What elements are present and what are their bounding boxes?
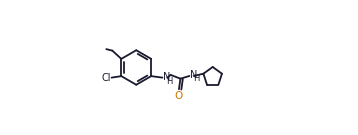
Text: O: O (175, 91, 183, 101)
Text: N: N (163, 72, 170, 82)
Text: N: N (190, 70, 197, 80)
Text: Cl: Cl (101, 73, 111, 83)
Text: H: H (166, 77, 173, 86)
Text: H: H (193, 74, 199, 83)
